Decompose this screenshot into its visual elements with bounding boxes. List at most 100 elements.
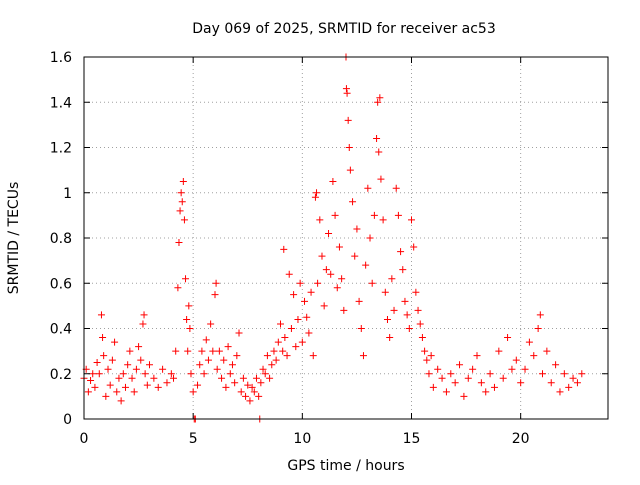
- data-point: [184, 347, 192, 355]
- data-point: [434, 365, 442, 373]
- data-point: [285, 270, 293, 278]
- data-point: [266, 374, 274, 382]
- data-point: [368, 279, 376, 287]
- data-point: [318, 252, 326, 260]
- data-point: [456, 361, 464, 369]
- x-tick-label: 5: [189, 431, 198, 447]
- data-point: [113, 388, 121, 396]
- data-point: [183, 315, 191, 323]
- data-point: [525, 338, 533, 346]
- data-point: [477, 379, 485, 387]
- data-point: [93, 358, 101, 366]
- data-point: [177, 189, 185, 197]
- data-point: [340, 306, 348, 314]
- data-point: [198, 347, 206, 355]
- data-point: [392, 184, 400, 192]
- data-point: [357, 325, 365, 332]
- data-point: [179, 177, 187, 185]
- data-point: [228, 361, 236, 369]
- plot-frame: [83, 56, 609, 420]
- data-point: [207, 320, 215, 328]
- data-point: [220, 356, 228, 364]
- data-point: [257, 379, 265, 387]
- data-point: [115, 374, 123, 382]
- data-point: [283, 352, 291, 360]
- data-point: [255, 392, 263, 400]
- data-point: [504, 334, 512, 342]
- data-point: [305, 329, 313, 337]
- data-point: [132, 365, 140, 373]
- data-point: [108, 356, 116, 364]
- data-point: [569, 374, 577, 382]
- data-point: [329, 177, 337, 185]
- data-point: [353, 225, 361, 233]
- data-point: [482, 388, 490, 396]
- data-point: [418, 334, 426, 342]
- y-tick-label: 0.4: [50, 322, 72, 338]
- data-point: [239, 374, 247, 382]
- data-point: [185, 302, 193, 310]
- data-point: [578, 370, 586, 378]
- data-point: [248, 383, 256, 391]
- data-point: [287, 325, 295, 332]
- data-point: [316, 216, 324, 224]
- data-point: [202, 336, 210, 344]
- data-point: [414, 306, 422, 314]
- data-point: [298, 338, 306, 346]
- data-point: [119, 370, 127, 378]
- data-point: [320, 302, 328, 310]
- data-point: [552, 361, 560, 369]
- data-point: [280, 245, 288, 253]
- data-point: [412, 288, 420, 296]
- data-point: [178, 198, 186, 206]
- data-point: [521, 365, 529, 373]
- data-point: [447, 370, 455, 378]
- data-point: [135, 343, 143, 351]
- data-point: [212, 279, 220, 287]
- data-point: [438, 374, 446, 382]
- data-point: [226, 370, 234, 378]
- data-point: [377, 175, 385, 183]
- data-point: [292, 343, 300, 351]
- y-tick-label: 0.8: [50, 231, 72, 247]
- data-point: [91, 383, 99, 391]
- data-point: [99, 334, 107, 342]
- data-point: [543, 347, 551, 355]
- data-point: [182, 275, 190, 283]
- data-point: [89, 370, 97, 378]
- data-point: [364, 184, 372, 192]
- data-point: [186, 325, 194, 332]
- data-point: [331, 211, 339, 219]
- data-point: [244, 381, 252, 389]
- data-point: [573, 379, 581, 387]
- data-point: [279, 347, 287, 355]
- data-point: [416, 320, 424, 328]
- y-tick-label: 1.4: [50, 95, 72, 111]
- data-point: [410, 243, 418, 251]
- data-point: [349, 198, 357, 206]
- data-point: [167, 370, 175, 378]
- data-point: [508, 365, 516, 373]
- data-point: [250, 388, 258, 396]
- data-point: [180, 216, 188, 224]
- data-point: [303, 313, 311, 321]
- y-tick-label: 1: [63, 186, 72, 202]
- data-point: [547, 379, 555, 387]
- data-point: [375, 148, 383, 156]
- data-point: [102, 392, 110, 400]
- data-point: [126, 347, 134, 355]
- data-point: [355, 297, 363, 305]
- data-point: [469, 365, 477, 373]
- data-point: [539, 370, 546, 378]
- data-point: [423, 356, 431, 364]
- data-point: [187, 370, 195, 378]
- data-point: [314, 279, 322, 287]
- data-point: [313, 189, 321, 197]
- data-point: [338, 275, 346, 283]
- data-point: [464, 374, 472, 382]
- data-point: [362, 261, 370, 269]
- data-point: [97, 311, 105, 319]
- data-point: [421, 347, 429, 355]
- data-point: [139, 320, 147, 328]
- data-point: [499, 374, 507, 382]
